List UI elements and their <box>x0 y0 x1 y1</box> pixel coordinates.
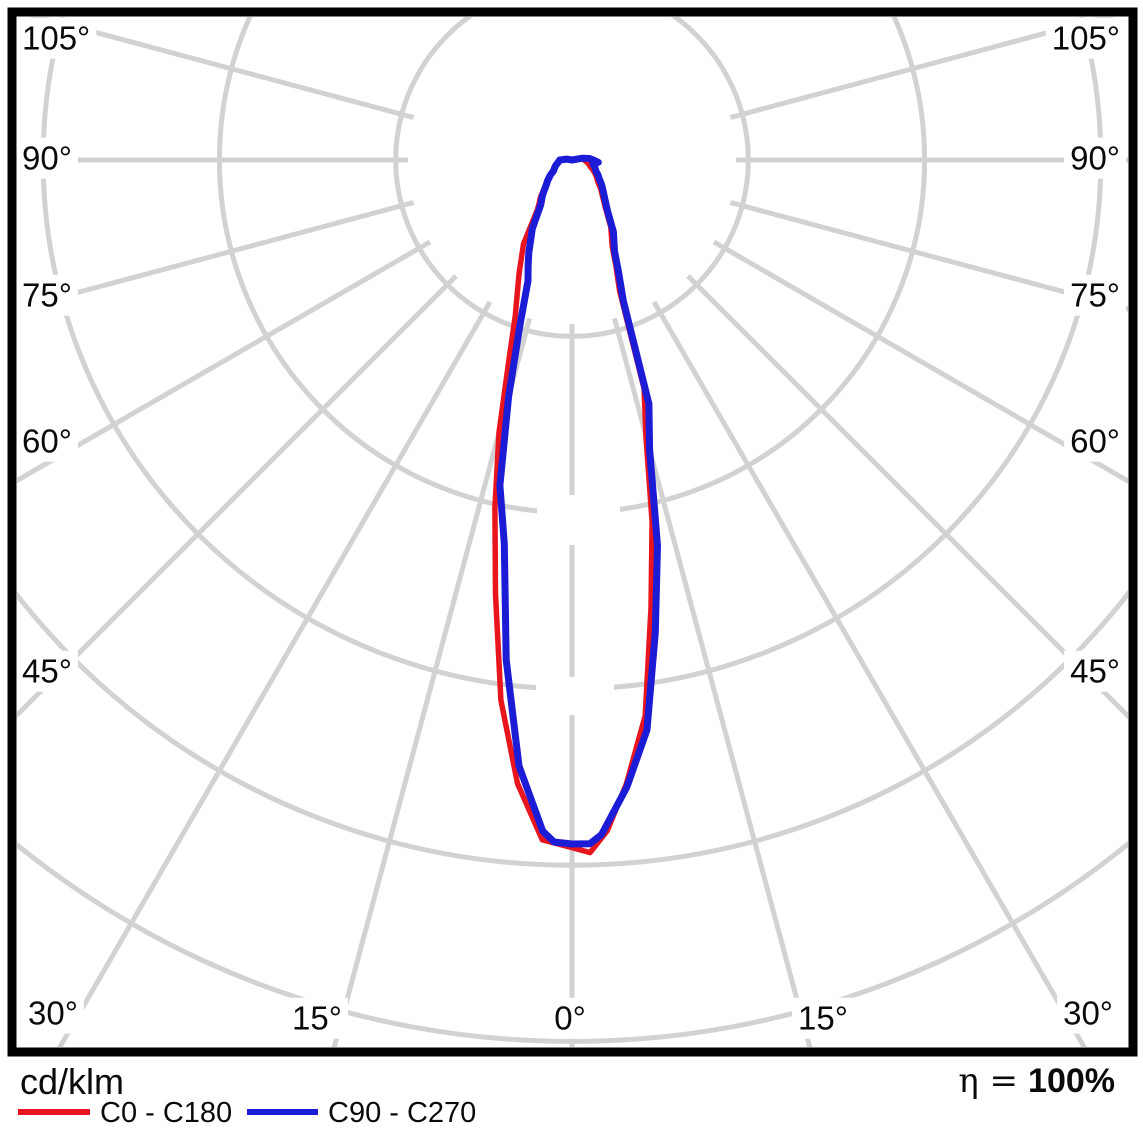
angle-tick-labels: 105° 90° 75° 60° 45° 30° 15° 0° 15° 30° 45° 60° 75° 9… <box>16 17 1126 1039</box>
angle-tick-label: 90° <box>22 140 72 177</box>
angle-tick-label: 15° <box>292 1000 342 1037</box>
angle-tick-label: 15° <box>798 1000 848 1037</box>
angle-tick-label: 45° <box>22 653 72 690</box>
efficiency-value: 100% <box>1028 1062 1115 1100</box>
angle-ray <box>331 317 532 1047</box>
angle-tick-label-bg <box>16 137 78 179</box>
legend-label-c0-c180: C0 - C180 <box>100 1097 232 1129</box>
angle-tick-label-bg <box>22 992 84 1034</box>
angle-ray <box>651 300 1087 1047</box>
plot-frame <box>7 7 1138 1057</box>
angle-tick-label: 75° <box>1070 277 1120 314</box>
angle-tick-label: 30° <box>1063 995 1113 1032</box>
angle-tick-label: 60° <box>1070 423 1120 460</box>
angle-ray <box>612 317 813 1047</box>
efficiency-symbol: η = <box>958 1061 1018 1101</box>
angle-tick-label-bg <box>1064 420 1126 462</box>
angle-tick-label-bg <box>1045 17 1126 59</box>
curve-c90-c270 <box>496 154 661 848</box>
angle-tick-label: 60° <box>22 423 72 460</box>
angle-ray <box>17 239 432 484</box>
angle-tick-label-bg <box>16 650 78 692</box>
efficiency-label: η = 100% <box>958 1061 1115 1101</box>
axis-label-mask <box>537 495 620 545</box>
legend-label-c90-c270: C90 - C270 <box>328 1097 476 1129</box>
unit-label: cd/klm <box>20 1061 124 1102</box>
angle-ray <box>17 200 415 312</box>
angle-tick-label-bg <box>286 997 348 1039</box>
angle-tick-label-bg <box>1064 137 1126 179</box>
ring-value-label-masks <box>536 495 620 715</box>
angle-ray <box>57 300 493 1047</box>
angle-ray <box>729 17 1116 120</box>
angle-tick-label-bg <box>1057 992 1119 1034</box>
angle-ray <box>28 17 415 120</box>
angle-tick-label: 90° <box>1070 140 1120 177</box>
angle-ray <box>712 239 1128 484</box>
angle-tick-label: 105° <box>22 20 90 57</box>
angle-tick-label: 0° <box>554 1000 586 1037</box>
angle-tick-label-bg <box>1064 650 1126 692</box>
angle-tick-label-bg <box>1064 274 1126 316</box>
intensity-curves <box>492 154 661 856</box>
angle-ray <box>17 274 458 719</box>
angle-tick-label: 45° <box>1070 653 1120 690</box>
angle-tick-label-bg <box>548 997 592 1039</box>
angle-tick-label: 30° <box>28 995 78 1032</box>
axis-label-mask <box>536 677 614 715</box>
angle-tick-label-bg <box>792 997 854 1039</box>
angle-tick-label: 75° <box>22 277 72 314</box>
angle-tick-label-bg <box>16 274 78 316</box>
angle-ray <box>729 200 1128 312</box>
angle-tick-label-bg <box>16 420 78 462</box>
angle-ray <box>686 274 1128 720</box>
angle-tick-label: 105° <box>1052 20 1120 57</box>
angle-tick-label-bg <box>16 17 97 59</box>
